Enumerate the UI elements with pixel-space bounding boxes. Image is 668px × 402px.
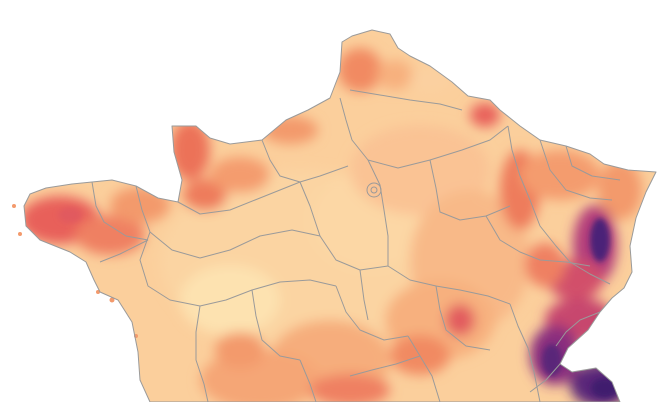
department-borders bbox=[23, 29, 657, 402]
